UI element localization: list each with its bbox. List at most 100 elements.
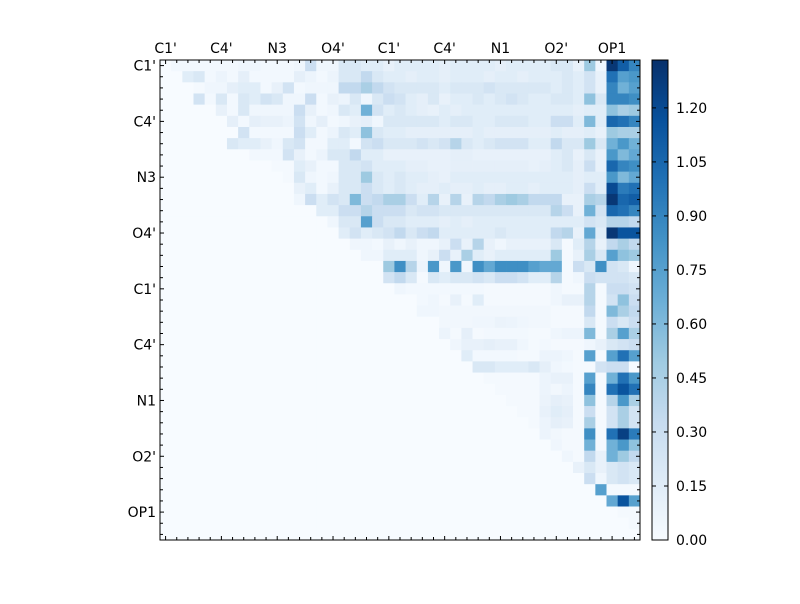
heatmap-cell bbox=[204, 528, 217, 541]
heatmap-cell bbox=[617, 294, 630, 306]
heatmap-cell bbox=[517, 93, 529, 106]
heatmap-cell bbox=[394, 528, 406, 541]
heatmap-cell bbox=[606, 138, 619, 150]
heatmap-cell bbox=[628, 216, 641, 228]
heatmap-cell bbox=[171, 361, 183, 373]
heatmap-cell bbox=[360, 394, 373, 407]
heatmap-cell bbox=[305, 171, 317, 184]
heatmap-cell bbox=[338, 138, 351, 150]
heatmap-cell bbox=[416, 428, 429, 440]
heatmap-cell bbox=[238, 316, 250, 329]
heatmap-cell bbox=[606, 205, 619, 217]
heatmap-cell bbox=[293, 361, 306, 373]
heatmap-cell bbox=[316, 372, 328, 385]
heatmap-cell bbox=[405, 428, 418, 440]
heatmap-cell bbox=[416, 193, 429, 206]
heatmap-cell bbox=[327, 260, 340, 273]
heatmap-cell bbox=[171, 126, 183, 139]
heatmap-cell bbox=[517, 171, 529, 184]
heatmap-cell bbox=[271, 406, 284, 418]
heatmap-cell bbox=[282, 171, 295, 184]
heatmap-cell bbox=[539, 193, 552, 206]
heatmap-cell bbox=[316, 383, 328, 396]
heatmap-cell bbox=[204, 316, 217, 329]
heatmap-cell bbox=[427, 104, 440, 117]
heatmap-cell bbox=[372, 394, 384, 407]
heatmap-cell bbox=[271, 339, 284, 351]
heatmap-cell bbox=[171, 227, 183, 240]
heatmap-cell bbox=[316, 350, 328, 362]
heatmap-cell bbox=[539, 93, 552, 106]
heatmap-cell bbox=[293, 473, 306, 485]
heatmap-cell bbox=[439, 283, 451, 295]
heatmap-cell bbox=[327, 60, 340, 72]
heatmap-cell bbox=[226, 450, 239, 463]
heatmap-cell bbox=[182, 126, 194, 139]
heatmap-cell bbox=[617, 115, 630, 128]
heatmap-cell bbox=[327, 104, 340, 117]
heatmap-cell bbox=[617, 138, 630, 150]
heatmap-cell bbox=[360, 182, 373, 195]
heatmap-cell bbox=[349, 506, 362, 519]
heatmap-cell bbox=[595, 394, 607, 407]
heatmap-cell bbox=[349, 461, 362, 474]
heatmap-cell bbox=[494, 450, 507, 463]
heatmap-cell bbox=[171, 260, 183, 273]
heatmap-cell bbox=[584, 238, 596, 251]
heatmap-cell bbox=[305, 104, 317, 117]
heatmap-cell bbox=[595, 238, 607, 251]
heatmap-cell bbox=[249, 160, 261, 173]
heatmap-cell bbox=[238, 60, 250, 72]
heatmap-cell bbox=[617, 249, 630, 262]
heatmap-cell bbox=[383, 93, 395, 106]
heatmap-cell bbox=[249, 506, 261, 519]
heatmap-cell bbox=[316, 473, 328, 485]
heatmap-cell bbox=[182, 283, 194, 295]
heatmap-cell bbox=[483, 517, 496, 530]
heatmap-cell bbox=[617, 227, 630, 240]
heatmap-cell bbox=[561, 305, 574, 318]
heatmap-cell bbox=[305, 82, 317, 94]
heatmap-cell bbox=[316, 450, 328, 463]
heatmap-cell bbox=[215, 372, 228, 385]
heatmap-cell bbox=[215, 428, 228, 440]
heatmap-cell bbox=[528, 227, 540, 240]
heatmap-cell bbox=[249, 316, 261, 329]
heatmap-cell bbox=[316, 205, 328, 217]
heatmap-cell bbox=[617, 484, 630, 496]
heatmap-cell bbox=[595, 417, 607, 429]
heatmap-cell bbox=[293, 339, 306, 351]
heatmap-cell bbox=[293, 238, 306, 251]
heatmap-cell bbox=[483, 339, 496, 351]
heatmap-cell bbox=[260, 339, 273, 351]
heatmap-cell bbox=[405, 495, 418, 507]
heatmap-cell bbox=[573, 272, 585, 284]
heatmap-cell bbox=[506, 126, 518, 139]
heatmap-cell bbox=[494, 126, 507, 139]
heatmap-cell bbox=[561, 528, 574, 541]
heatmap-cell bbox=[305, 294, 317, 306]
heatmap-cell bbox=[595, 528, 607, 541]
heatmap-cell bbox=[595, 283, 607, 295]
heatmap-cell bbox=[305, 238, 317, 251]
heatmap-cell bbox=[160, 82, 172, 94]
heatmap-cell bbox=[316, 149, 328, 161]
heatmap-cell bbox=[573, 171, 585, 184]
heatmap-cell bbox=[316, 305, 328, 318]
heatmap-cell bbox=[372, 473, 384, 485]
heatmap-cell bbox=[405, 160, 418, 173]
heatmap-cell bbox=[506, 305, 518, 318]
heatmap-cell bbox=[416, 238, 429, 251]
heatmap-cell bbox=[561, 339, 574, 351]
heatmap-cell bbox=[439, 517, 451, 530]
heatmap-cell bbox=[617, 238, 630, 251]
heatmap-cell bbox=[394, 82, 406, 94]
heatmap-cell bbox=[394, 517, 406, 530]
heatmap-cell bbox=[539, 428, 552, 440]
heatmap-cell bbox=[528, 149, 540, 161]
heatmap-cell bbox=[360, 473, 373, 485]
heatmap-cell bbox=[271, 149, 284, 161]
heatmap-cell bbox=[617, 506, 630, 519]
heatmap-cell bbox=[595, 406, 607, 418]
heatmap-cell bbox=[226, 528, 239, 541]
